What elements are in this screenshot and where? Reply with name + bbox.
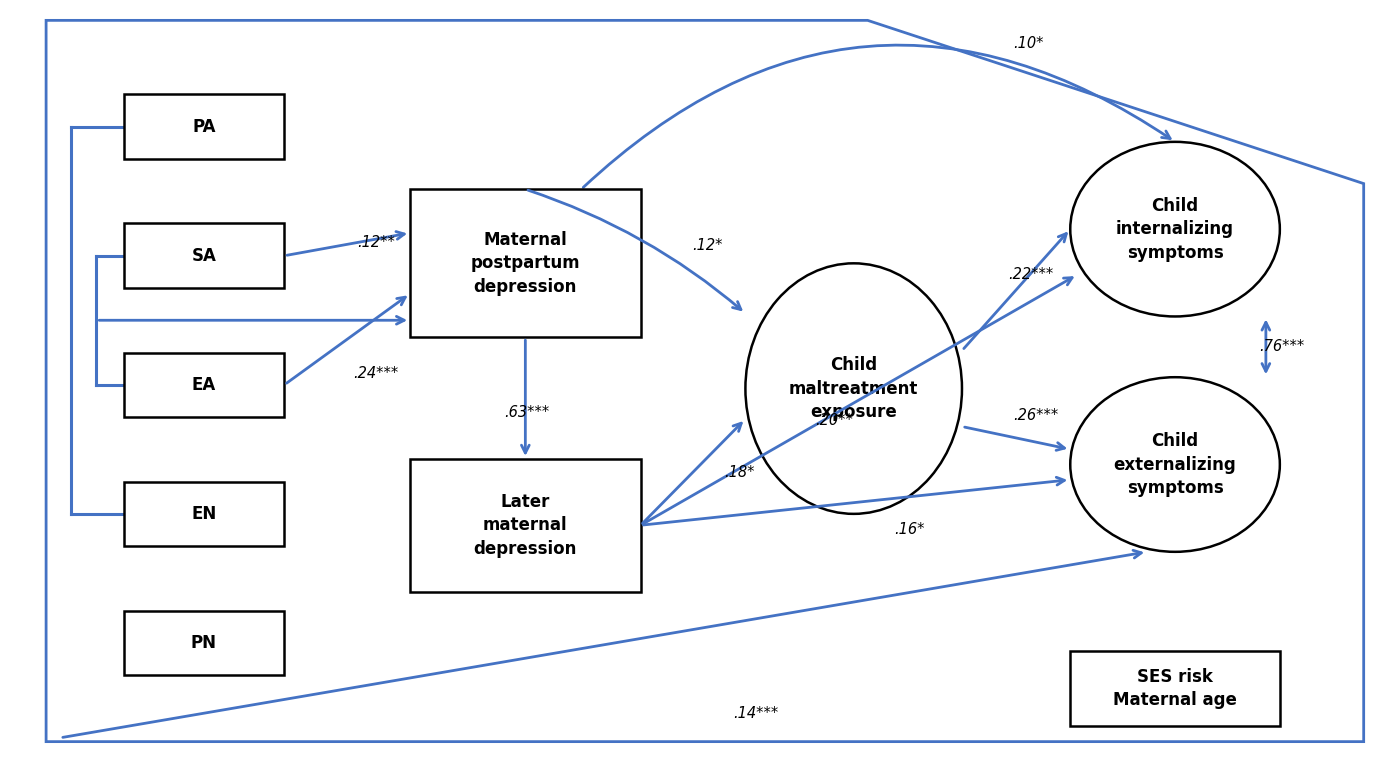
Ellipse shape bbox=[1070, 377, 1280, 552]
Text: .76***: .76*** bbox=[1259, 339, 1305, 354]
Text: EN: EN bbox=[192, 505, 217, 523]
Ellipse shape bbox=[745, 264, 962, 514]
Text: .20**: .20** bbox=[815, 413, 853, 428]
Bar bbox=[123, 94, 284, 159]
Bar bbox=[123, 353, 284, 417]
Bar bbox=[410, 189, 641, 338]
Text: .24***: .24*** bbox=[353, 366, 399, 381]
Text: .26***: .26*** bbox=[1012, 408, 1058, 423]
Text: .18*: .18* bbox=[724, 465, 755, 479]
Bar bbox=[1070, 651, 1280, 726]
Bar bbox=[123, 610, 284, 675]
Text: .22***: .22*** bbox=[1008, 267, 1054, 282]
Text: SES risk
Maternal age: SES risk Maternal age bbox=[1113, 668, 1238, 709]
Text: EA: EA bbox=[192, 376, 216, 394]
Text: PA: PA bbox=[192, 117, 216, 136]
Bar bbox=[410, 459, 641, 591]
Text: .12**: .12** bbox=[357, 235, 395, 250]
Text: .14***: .14*** bbox=[734, 706, 778, 721]
Bar bbox=[123, 223, 284, 288]
Text: Child
externalizing
symptoms: Child externalizing symptoms bbox=[1113, 432, 1236, 497]
Ellipse shape bbox=[1070, 142, 1280, 316]
Bar bbox=[123, 482, 284, 546]
Text: PN: PN bbox=[190, 634, 217, 652]
Text: .16*: .16* bbox=[895, 521, 925, 536]
Text: Child
internalizing
symptoms: Child internalizing symptoms bbox=[1116, 197, 1233, 262]
Text: Maternal
postpartum
depression: Maternal postpartum depression bbox=[470, 231, 580, 296]
Text: .63***: .63*** bbox=[504, 405, 550, 421]
Text: .12*: .12* bbox=[692, 239, 722, 253]
Text: .10*: .10* bbox=[1014, 36, 1043, 50]
Text: Later
maternal
depression: Later maternal depression bbox=[473, 493, 577, 558]
Text: SA: SA bbox=[192, 247, 217, 264]
Text: Child
maltreatment
exposure: Child maltreatment exposure bbox=[790, 356, 918, 421]
